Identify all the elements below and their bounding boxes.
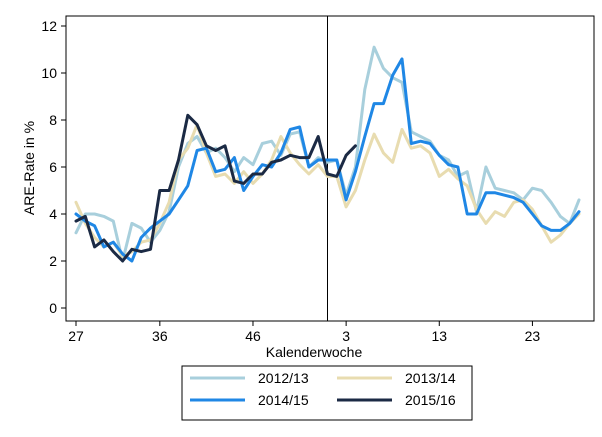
y-tick-label: 2 — [49, 253, 57, 269]
y-tick-label: 6 — [49, 159, 57, 175]
y-tick-label: 12 — [41, 18, 57, 34]
y-tick-label: 10 — [41, 65, 57, 81]
x-tick-label: 23 — [525, 328, 541, 344]
legend-label-2013-14: 2013/14 — [405, 370, 456, 386]
legend: 2012/13 2013/14 2014/15 2015/16 — [181, 365, 473, 421]
series-group — [74, 45, 581, 263]
y-tick-label: 8 — [49, 112, 57, 128]
legend-label-2012-13: 2012/13 — [258, 370, 309, 386]
y-axis: 0 2 4 6 8 10 12 — [41, 18, 66, 316]
x-tick-label: 13 — [431, 328, 447, 344]
legend-label-2014-15: 2014/15 — [258, 392, 309, 408]
x-axis: 27 36 46 3 13 23 — [68, 321, 540, 344]
series-line-2012-13 — [74, 45, 581, 263]
series-line-2014-15 — [74, 57, 581, 263]
series-line-2015-16 — [74, 113, 357, 263]
legend-box — [181, 365, 473, 421]
series-line-2013-14 — [74, 123, 581, 258]
y-axis-title: ARE-Rate in % — [21, 121, 37, 215]
plot-frame — [65, 15, 595, 322]
legend-label-2015-16: 2015/16 — [405, 392, 456, 408]
y-tick-label: 0 — [49, 300, 57, 316]
x-tick-label: 46 — [245, 328, 261, 344]
x-tick-label: 27 — [68, 328, 84, 344]
x-axis-title: Kalenderwoche — [266, 344, 363, 360]
x-tick-label: 3 — [342, 328, 350, 344]
x-tick-label: 36 — [152, 328, 168, 344]
y-tick-label: 4 — [49, 206, 57, 222]
